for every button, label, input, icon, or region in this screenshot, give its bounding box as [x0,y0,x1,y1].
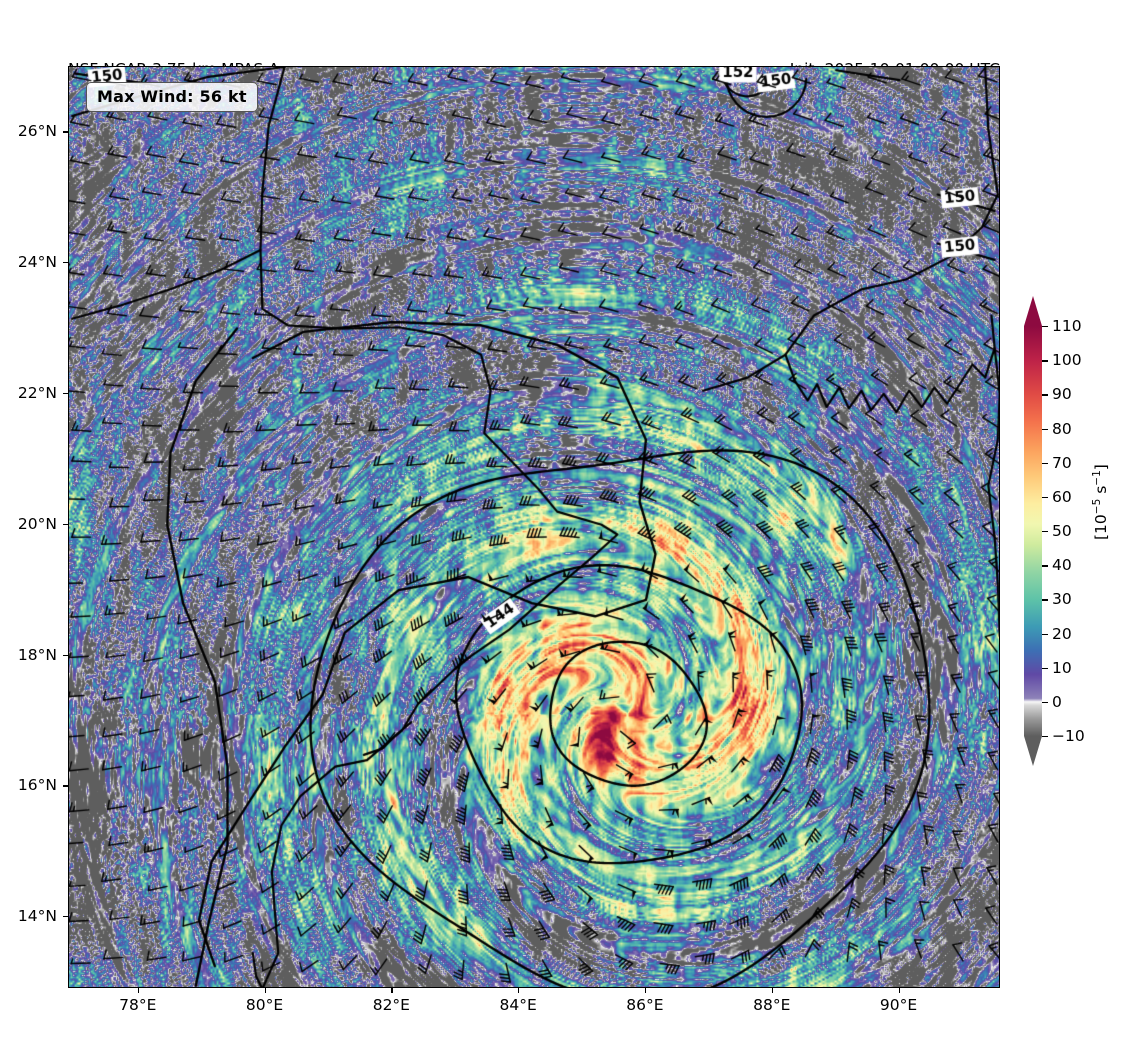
xtick-mark [771,988,774,993]
colorbar-tick-label-70: 70 [1052,453,1072,472]
ytick-mark [63,916,68,918]
colorbar-tick-label-100: 100 [1052,351,1082,370]
ytick-label-20: 20°N [17,514,57,533]
colorbar-extend-max-arrow [1024,296,1042,326]
colorbar-tick [1042,701,1048,704]
xtick-label-78: 78°E [119,996,157,1014]
colorbar-tick-label-40: 40 [1052,556,1072,575]
xtick-label-86: 86°E [626,996,664,1014]
colorbar-extend-min-arrow [1024,736,1042,766]
colorbar-tick [1042,496,1048,499]
colorbar-tick-label-20: 20 [1052,624,1072,643]
colorbar-tick [1042,633,1048,635]
colorbar-tick [1042,462,1048,465]
colorbar-tick-label-60: 60 [1052,487,1072,506]
colorbar-tick [1042,531,1048,533]
ytick-label-14: 14°N [17,907,57,926]
colorbar-units-label: [10−5 s−1] [1090,464,1110,540]
ytick-label-18: 18°N [17,645,57,664]
xtick-label-80: 80°E [245,996,284,1014]
colorbar-tick [1042,667,1048,670]
colorbar-tick [1042,326,1048,328]
xtick-mark [137,988,140,993]
ytick-mark [63,785,68,787]
xtick-mark [264,988,266,993]
xtick-label-82: 82°E [372,996,410,1014]
ytick-mark [63,523,68,526]
ytick-mark [63,131,68,133]
xtick-label-84: 84°E [499,996,537,1014]
ytick-label-22: 22°N [17,383,57,402]
colorbar-gradient [1024,326,1042,736]
map-plot-area [68,66,1000,988]
colorbar-tick [1042,428,1048,430]
xtick-mark [518,988,520,993]
colorbar-tick-label-110: 110 [1052,317,1082,335]
colorbar-tick [1042,360,1048,362]
xtick-label-88: 88°E [753,996,791,1014]
xtick-mark [644,988,647,993]
colorbar-tick-label--10: −10 [1052,727,1085,745]
ytick-label-24: 24°N [17,253,57,272]
colorbar-tick-label-10: 10 [1052,658,1072,677]
colorbar-tick-label-0: 0 [1052,692,1062,711]
colorbar-tick-label-30: 30 [1052,590,1072,609]
max-wind-annotation: Max Wind: 56 kt [86,82,258,112]
ytick-mark [63,262,68,264]
colorbar-tick [1042,736,1048,738]
ytick-label-16: 16°N [17,776,57,795]
colorbar: −10 0 10 20 30 40 50 60 70 80 90 100 110 [1024,296,1085,766]
ytick-mark [63,654,68,656]
xtick-mark [898,988,900,993]
colorbar-tick-label-80: 80 [1052,419,1072,438]
vorticity-field-canvas [69,67,999,987]
colorbar-tick [1042,394,1048,396]
ytick-label-26: 26°N [17,122,57,141]
colorbar-tick-label-50: 50 [1052,522,1072,540]
xtick-mark [391,988,393,993]
colorbar-tick [1042,565,1048,567]
colorbar-tick-label-90: 90 [1052,385,1072,404]
ytick-mark [63,392,68,395]
xtick-label-90: 90°E [879,996,918,1014]
colorbar-tick [1042,599,1048,601]
